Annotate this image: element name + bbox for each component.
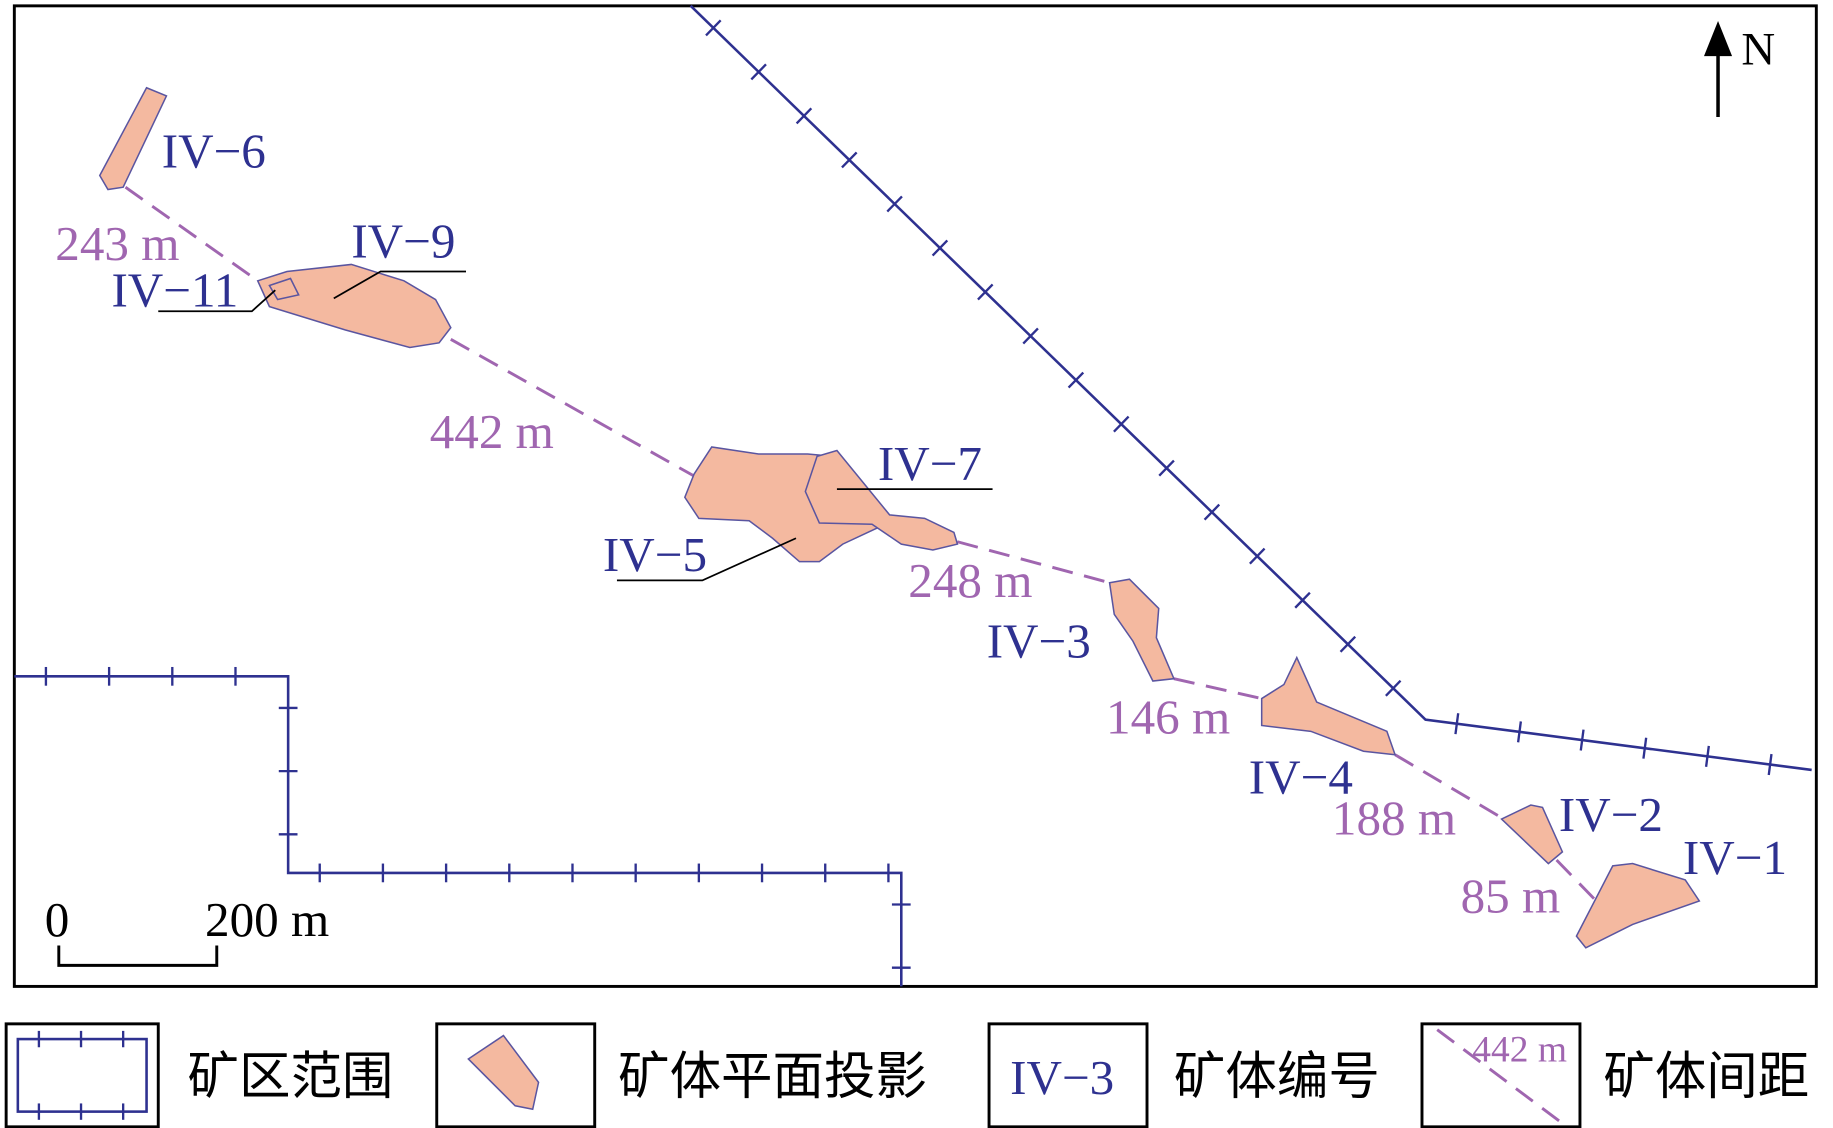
ore-label: IV−11 bbox=[111, 263, 238, 318]
legend-label: 矿区范围 bbox=[188, 1049, 394, 1106]
ore-body bbox=[1575, 862, 1701, 949]
boundary-tick bbox=[1579, 729, 1585, 751]
legend-label: 矿体间距 bbox=[1603, 1049, 1809, 1106]
boundary-tick bbox=[931, 239, 949, 257]
legend-sample: 442 m bbox=[1472, 1029, 1567, 1070]
scale-bar bbox=[57, 945, 219, 967]
boundary-tick bbox=[1516, 721, 1523, 743]
leader-lines bbox=[158, 270, 993, 582]
ore-label: IV−4 bbox=[1249, 749, 1353, 804]
ore-label: IV−9 bbox=[351, 213, 455, 268]
distance-label: 243 m bbox=[55, 216, 179, 271]
legend-label: 矿体平面投影 bbox=[618, 1049, 927, 1106]
boundary-tick bbox=[1067, 371, 1085, 389]
ore-body bbox=[1500, 804, 1564, 865]
boundary-tick bbox=[1294, 591, 1311, 609]
boundary-tick bbox=[1767, 753, 1773, 776]
distance-label: 146 m bbox=[1106, 690, 1230, 745]
boundary-tick bbox=[1249, 547, 1266, 565]
boundary-tick bbox=[1454, 713, 1460, 735]
boundary-tick bbox=[705, 19, 722, 37]
distance-line bbox=[1173, 677, 1263, 700]
ore-label: IV−6 bbox=[162, 123, 266, 178]
distance-line bbox=[450, 338, 698, 479]
distance-line bbox=[124, 186, 259, 283]
boundary-tick bbox=[841, 151, 858, 169]
legend-sample: IV−3 bbox=[1010, 1050, 1114, 1105]
legend-box bbox=[987, 1022, 1149, 1128]
boundary-tick bbox=[1385, 679, 1402, 697]
ore-body bbox=[1260, 655, 1397, 756]
north-arrow-head bbox=[1703, 21, 1733, 57]
boundary-tick bbox=[750, 63, 767, 81]
distance-label: 188 m bbox=[1332, 790, 1456, 845]
boundary-tick bbox=[795, 107, 813, 125]
legend-box bbox=[1420, 1022, 1582, 1128]
boundary-tick bbox=[1203, 503, 1221, 521]
distance-label: 442 m bbox=[430, 404, 554, 459]
distance-line bbox=[1394, 753, 1505, 821]
distance-line bbox=[957, 540, 1110, 585]
distance-label: 248 m bbox=[908, 553, 1032, 608]
scale-label: 0 bbox=[45, 892, 70, 947]
boundary-tick bbox=[1022, 327, 1039, 345]
legend-box bbox=[4, 1022, 160, 1128]
distance-line bbox=[1555, 859, 1596, 900]
legend-label: 矿体编号 bbox=[1174, 1049, 1380, 1106]
mine-boundary bbox=[14, 4, 1812, 1120]
boundary-line bbox=[689, 4, 1812, 772]
leader-line bbox=[158, 289, 276, 313]
boundary-tick bbox=[1642, 737, 1648, 759]
ore-body bbox=[256, 263, 452, 349]
legend: 矿区范围 矿体平面投影 IV−3 矿体编号 442 m 矿体间距 bbox=[4, 1022, 1809, 1128]
legend-ore bbox=[467, 1034, 540, 1111]
boundary-line bbox=[14, 675, 903, 987]
distance-lines bbox=[124, 186, 1596, 900]
ore-label: IV−1 bbox=[1683, 830, 1787, 885]
legend-boundary bbox=[16, 1037, 148, 1113]
leader-line bbox=[616, 537, 797, 582]
boundary-tick bbox=[1339, 635, 1357, 653]
ore-label: IV−7 bbox=[878, 436, 982, 491]
ore-body bbox=[268, 277, 300, 301]
legend-dash bbox=[1436, 1028, 1564, 1125]
leader-line bbox=[333, 270, 467, 300]
ore-bodies bbox=[98, 86, 1701, 949]
map-frame bbox=[12, 4, 1818, 988]
ore-body bbox=[1108, 578, 1176, 682]
boundary-tick bbox=[1113, 415, 1130, 433]
boundary-tick bbox=[886, 195, 903, 213]
scale-label: 200 m bbox=[205, 892, 329, 947]
boundary-tick bbox=[1158, 459, 1175, 477]
ore-label: IV−5 bbox=[603, 527, 707, 582]
ore-label: IV−2 bbox=[1559, 787, 1663, 842]
ore-label: IV−3 bbox=[987, 614, 1091, 669]
boundary-tick bbox=[1704, 745, 1710, 767]
boundary-tick bbox=[977, 283, 994, 301]
legend-box bbox=[435, 1022, 597, 1128]
distance-label: 85 m bbox=[1461, 869, 1561, 924]
ore-body bbox=[98, 86, 168, 191]
north-label: N bbox=[1741, 23, 1775, 75]
ore-body bbox=[804, 449, 959, 551]
